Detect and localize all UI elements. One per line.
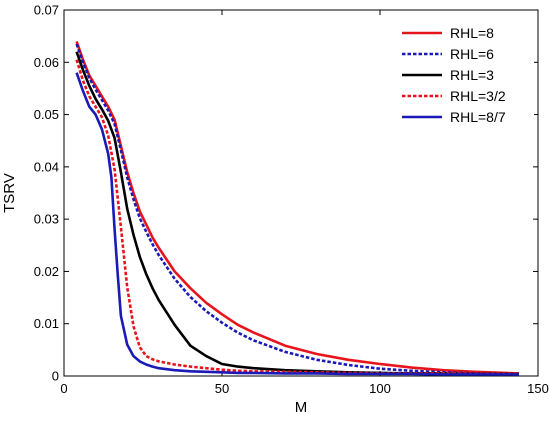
x-tick-label: 100 [369,381,391,396]
legend-box [393,13,534,125]
legend-label: RHL=8/7 [450,109,506,125]
series-line-3 [75,51,519,376]
y-tick-label: 0.01 [34,316,59,331]
y-axis-title: TSRV [1,173,18,213]
legend: RHL=8 RHL=6 RHL=3 RHL=3/2 RHL=8/7 [393,13,534,125]
y-tick-label: 0.05 [34,107,59,122]
x-tick-label: 150 [527,381,549,396]
series-line-4 [75,59,519,376]
y-tick-label: 0.04 [34,159,59,174]
legend-label: RHL=3/2 [450,88,506,104]
legend-label: RHL=3 [450,67,494,83]
y-tick-label: 0.06 [34,55,59,70]
x-tick-label: 50 [215,381,229,396]
series-line-1 [75,40,520,375]
x-axis-title: M [295,399,308,416]
series-lines [75,40,520,376]
series-line-2 [75,43,520,376]
x-tick-label: 0 [60,381,67,396]
y-tick-label: 0.07 [34,3,59,18]
legend-label: RHL=8 [450,25,494,41]
y-tick-label: 0 [52,369,59,384]
y-tick-label: 0.02 [34,264,59,279]
y-tick-label: 0.03 [34,212,59,227]
axis-ticks: 0 50 100 150 0 0.01 0.02 0.03 0.04 0.05 0.06 0.07 [34,3,549,397]
series-line-5 [75,72,519,376]
legend-label: RHL=6 [450,46,494,62]
